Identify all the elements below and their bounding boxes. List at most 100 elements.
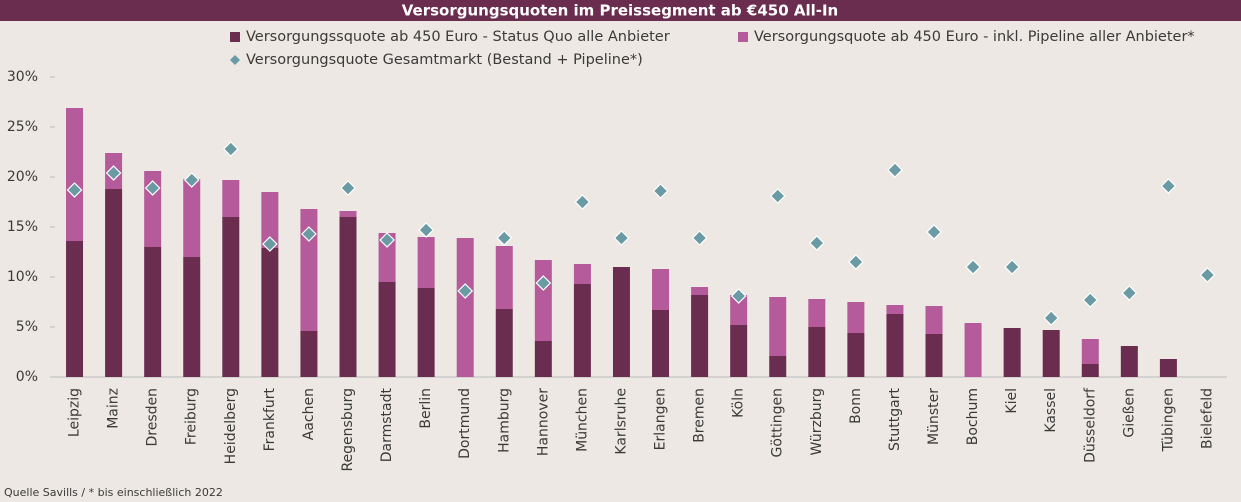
bar	[495, 246, 513, 309]
point	[730, 288, 747, 304]
x-tick-label: Erlangen	[653, 388, 669, 450]
x-tick-label: Bielefeld	[1199, 388, 1215, 449]
bar	[222, 180, 240, 217]
bar	[652, 269, 670, 310]
bar	[847, 333, 865, 377]
y-tick-label: 10%	[7, 269, 38, 285]
x-tick-label: Aachen	[301, 388, 317, 440]
bar	[378, 282, 396, 377]
x-tick-label: Tübingen	[1160, 388, 1176, 453]
x-tick-label: Dortmund	[457, 388, 473, 459]
bar	[652, 310, 670, 377]
y-tick-label: 15%	[7, 219, 38, 235]
x-tick-label: Darmstadt	[379, 387, 395, 462]
bar	[417, 288, 435, 377]
bar	[144, 247, 162, 377]
point	[1004, 259, 1020, 275]
point	[340, 180, 356, 196]
bar	[300, 209, 318, 331]
bar	[886, 314, 904, 377]
x-tick-label: Kiel	[1004, 388, 1020, 414]
point	[418, 222, 434, 238]
bar	[769, 297, 787, 356]
bar	[847, 302, 865, 333]
point	[183, 172, 200, 188]
bar	[573, 284, 591, 377]
point	[1160, 178, 1177, 194]
point	[652, 183, 669, 199]
bar	[222, 217, 240, 377]
point	[496, 230, 513, 246]
x-tick-label: München	[574, 388, 590, 452]
point	[379, 232, 395, 248]
bar	[1159, 359, 1177, 377]
x-tick-label: Freiburg	[184, 388, 200, 445]
point	[613, 230, 630, 246]
point	[1082, 292, 1099, 308]
x-tick-label: Kassel	[1043, 388, 1059, 433]
point	[105, 165, 122, 181]
bar	[1081, 364, 1099, 377]
chart-title: Versorgungsquoten im Preissegment ab €45…	[402, 2, 839, 20]
bar	[925, 306, 943, 334]
x-tick-label: Bonn	[848, 388, 864, 424]
point	[691, 230, 708, 246]
title-band	[0, 0, 1241, 21]
x-tick-label: Dresden	[145, 388, 161, 447]
bar	[339, 217, 357, 377]
point	[301, 226, 317, 242]
point	[808, 235, 825, 251]
x-tick-label: Münster	[926, 388, 942, 445]
x-tick-label: Mainz	[106, 388, 122, 429]
bar	[1120, 346, 1138, 377]
point	[66, 182, 83, 198]
x-tick-label: Hamburg	[496, 388, 512, 453]
bar	[1042, 330, 1060, 377]
legend-marker	[738, 32, 748, 42]
bar	[66, 108, 84, 241]
x-tick-label: Würzburg	[809, 388, 825, 455]
bar	[495, 309, 513, 377]
x-tick-label: Düsseldorf	[1082, 387, 1098, 463]
bar	[261, 248, 279, 377]
bar	[534, 260, 552, 341]
bar	[417, 237, 435, 288]
bar	[808, 299, 826, 327]
point	[262, 236, 278, 252]
bar	[456, 238, 474, 377]
bar	[261, 192, 279, 248]
bar	[1081, 339, 1099, 364]
x-tick-label: Gießen	[1121, 388, 1137, 438]
point	[222, 141, 239, 157]
bar	[378, 233, 396, 282]
bar	[183, 179, 201, 257]
y-tick-label: 5%	[16, 319, 38, 335]
point	[457, 283, 474, 299]
bar	[612, 267, 630, 377]
x-tick-label: Bochum	[965, 388, 981, 445]
bar	[730, 325, 748, 377]
bar	[691, 295, 709, 377]
legend-label: Versorgungsquote ab 450 Euro - inkl. Pip…	[754, 29, 1195, 45]
legend-marker	[230, 32, 240, 42]
point	[848, 254, 864, 270]
y-tick-label: 30%	[7, 69, 38, 85]
x-tick-label: Karlsruhe	[613, 388, 629, 455]
bar	[66, 241, 84, 377]
bar	[925, 334, 943, 377]
point	[769, 188, 786, 204]
bar	[1003, 328, 1021, 377]
bar	[730, 295, 748, 325]
point	[535, 275, 552, 291]
legend-label: Versorgungsquote Gesamtmarkt (Bestand + …	[246, 52, 643, 68]
footnote: Quelle Savills / * bis einschließlich 20…	[4, 486, 223, 499]
x-tick-label: Frankfurt	[262, 387, 278, 451]
point	[574, 194, 591, 210]
bar	[300, 331, 318, 377]
x-tick-label: Leipzig	[67, 388, 83, 437]
x-tick-label: Berlin	[418, 388, 434, 429]
x-tick-label: Bremen	[692, 388, 708, 443]
point	[926, 224, 942, 240]
legend-marker	[230, 55, 240, 65]
point	[887, 162, 903, 178]
